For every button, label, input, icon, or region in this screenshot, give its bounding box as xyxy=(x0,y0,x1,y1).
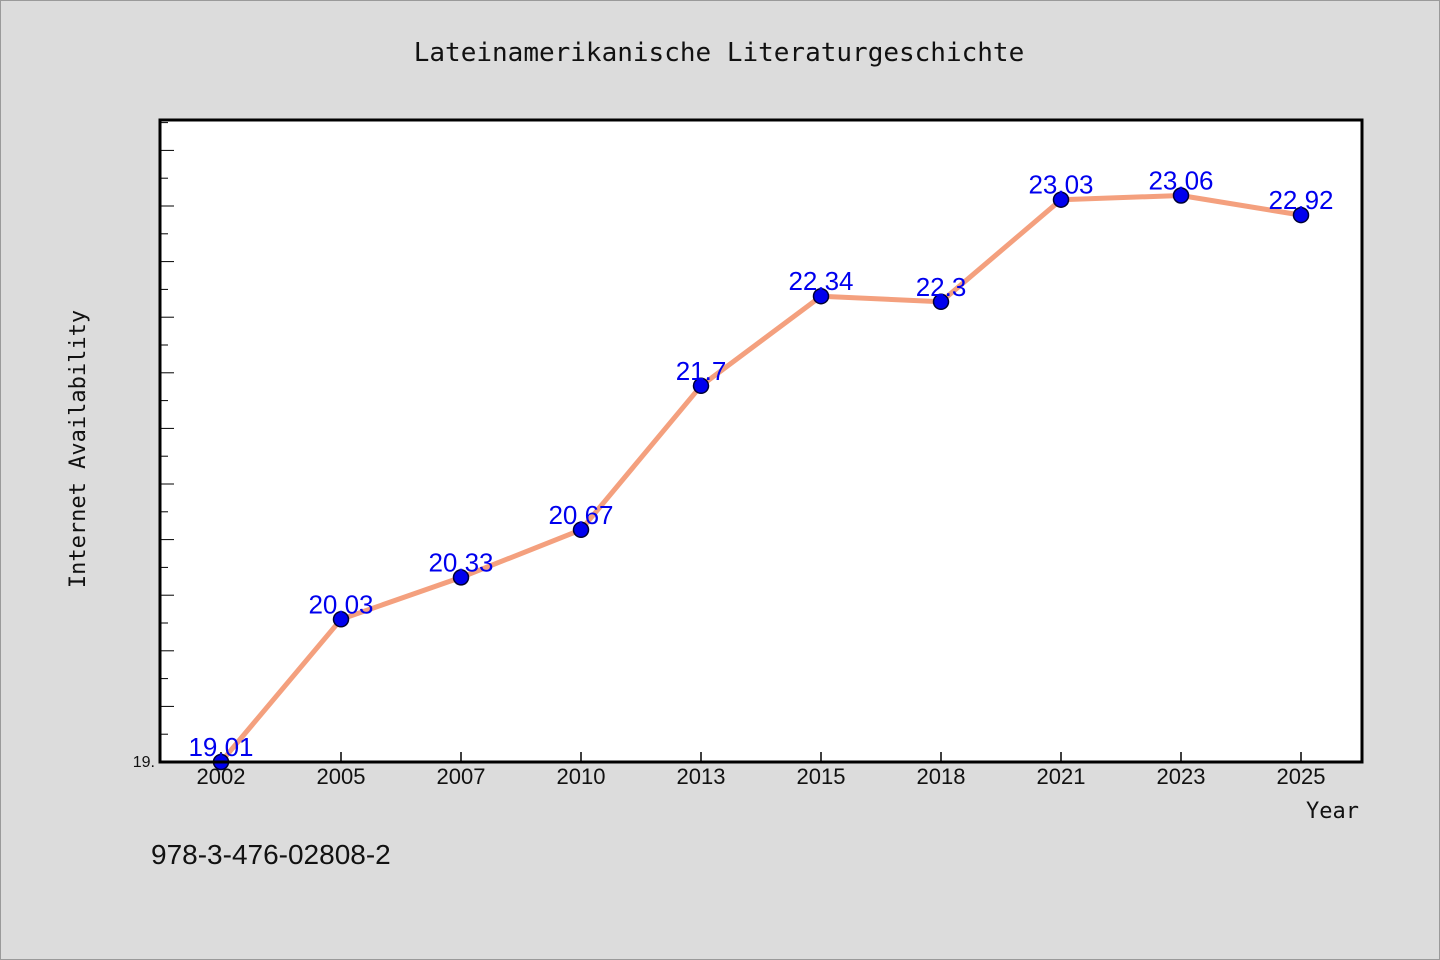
data-point xyxy=(812,287,830,305)
y-tick-label: 19. xyxy=(133,754,155,771)
chart-title: Lateinamerikanische Literaturgeschichte xyxy=(414,38,1024,68)
x-tick-label: 2007 xyxy=(437,764,486,789)
data-point xyxy=(932,293,950,311)
x-tick-label: 2021 xyxy=(1037,764,1086,789)
x-tick-label: 2013 xyxy=(677,764,726,789)
x-tick-label: 2015 xyxy=(797,764,846,789)
x-tick-label: 2023 xyxy=(1157,764,1206,789)
x-tick-label: 2025 xyxy=(1277,764,1326,789)
data-point xyxy=(572,521,590,539)
data-markers xyxy=(212,187,1310,771)
series-line xyxy=(218,193,1304,765)
data-point xyxy=(452,569,470,586)
footnote: 978-3-476-02808-2 xyxy=(151,839,391,870)
x-axis-label: Year xyxy=(1306,799,1359,824)
data-label: 22.34 xyxy=(788,266,853,296)
x-tick-labels: 2002 2005 2007 2010 2013 2015 2018 2021 2023 2025 xyxy=(197,764,1326,789)
data-point xyxy=(692,377,710,395)
data-label: 20.67 xyxy=(548,500,613,530)
data-point xyxy=(1292,206,1310,224)
plot-area xyxy=(160,120,1362,762)
data-label: 22.3 xyxy=(916,272,967,302)
data-label: 23.06 xyxy=(1148,166,1213,196)
data-label: 20.03 xyxy=(308,589,373,619)
x-tick-label: 2005 xyxy=(317,764,366,789)
x-tick-label: 2010 xyxy=(557,764,606,789)
data-label: 21.7 xyxy=(676,356,727,386)
data-point xyxy=(332,611,350,628)
plot-frame xyxy=(158,118,1364,764)
data-point xyxy=(1172,187,1190,204)
y-axis-label: Internet Availability xyxy=(66,310,91,588)
data-label: 22.92 xyxy=(1268,185,1333,215)
data-label: 20.33 xyxy=(428,547,493,577)
data-label: 19.01 xyxy=(188,732,253,762)
x-tick-label: 2018 xyxy=(917,764,966,789)
data-labels: 19.01 20.03 20.33 20.67 21.7 22.34 22.3 23.03 23… xyxy=(188,166,1333,763)
data-label: 23.03 xyxy=(1028,170,1093,200)
data-point xyxy=(1052,191,1070,208)
